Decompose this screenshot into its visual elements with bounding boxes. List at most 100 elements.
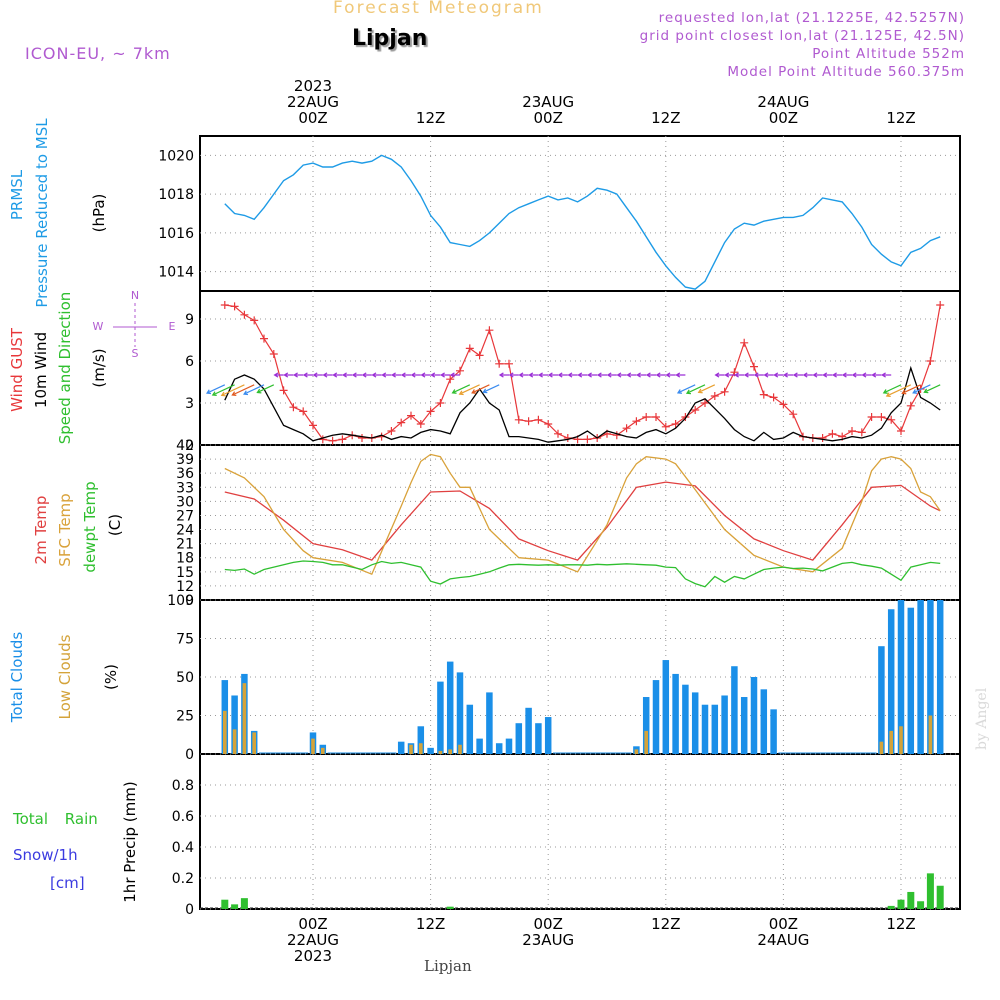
gust-point: [250, 316, 259, 325]
y-tick-label: 39: [176, 452, 194, 468]
y-tick-label: 27: [176, 508, 194, 524]
wind-direction-arrow: [312, 372, 323, 378]
gust-point: [750, 362, 758, 371]
gust-point: [652, 413, 660, 421]
wind-direction-arrow: [763, 372, 774, 378]
gust-point: [514, 415, 523, 424]
gust-point: [524, 417, 533, 426]
wind-direction-arrow: [440, 372, 451, 378]
y-tick-label: 50: [176, 670, 194, 686]
wind-direction-arrow: [518, 372, 529, 378]
gust-point: [358, 434, 366, 442]
low-clouds-label: Low Clouds: [56, 634, 74, 719]
gust-point: [897, 427, 905, 435]
gust-point: [740, 338, 749, 347]
gust-point: [446, 375, 455, 384]
precip-label-rain: Total Rain: [12, 810, 98, 828]
total-cloud-bar: [525, 707, 532, 754]
wind-direction-arrow: [861, 372, 872, 378]
panel-frame-temp: [199, 444, 961, 601]
gust-point: [671, 420, 680, 428]
wind-gust-label: Wind GUST: [8, 327, 26, 412]
gust-point: [240, 310, 249, 319]
low-cloud-bar: [242, 683, 247, 754]
gust-point: [387, 427, 396, 435]
total-cloud-bar: [887, 609, 895, 754]
wind-direction-arrow: [361, 372, 372, 378]
rain-bar: [887, 905, 895, 909]
wind-direction-arrow: [753, 372, 764, 378]
low-cloud-bar: [644, 730, 648, 754]
wind-direction-arrow: [675, 372, 686, 378]
gust-point: [622, 424, 631, 433]
total-cloud-bar: [672, 673, 679, 754]
gust-point: [936, 301, 945, 309]
wind-direction-arrow: [577, 372, 588, 378]
total-cloud-bar: [642, 697, 650, 754]
gust-point: [309, 421, 317, 430]
gust-point: [426, 407, 435, 416]
wind-direction-arrow: [211, 384, 235, 397]
wind-direction-arrow: [871, 372, 882, 378]
total-cloud-bar: [936, 600, 944, 754]
y-tick-label: 15: [176, 565, 194, 581]
gust-point: [710, 392, 719, 400]
wind-direction-arrow: [322, 372, 333, 378]
y-tick-label: 36: [176, 466, 194, 482]
wind-direction-arrow: [685, 384, 706, 395]
clouds-unit: (%): [102, 664, 120, 690]
gust-point: [828, 429, 837, 438]
rain-bar: [936, 885, 944, 909]
rain-bar: [446, 906, 454, 909]
precip-label-snow: Snow/1h: [13, 846, 78, 864]
precip-axis-title: 1hr Precip (mm): [121, 781, 139, 902]
compass-s: S: [132, 347, 139, 360]
wind-direction-arrow: [430, 372, 441, 378]
gust-point: [681, 413, 690, 421]
low-cloud-bar: [928, 715, 933, 754]
wind-direction-arrow: [371, 372, 382, 378]
total-cloud-bar: [495, 743, 503, 754]
y-tick-label: 0: [185, 902, 194, 918]
model-altitude: Model Point Altitude 560.375m: [727, 64, 965, 80]
footer-location: Lipjan: [424, 957, 472, 975]
gust-point: [475, 351, 484, 360]
wind-direction-arrow: [557, 372, 568, 378]
bottom-time-label: 24AUG: [757, 931, 809, 949]
wind-direction-arrow: [567, 372, 578, 378]
y-tick-label: 30: [176, 494, 194, 510]
low-cloud-bar: [409, 744, 413, 754]
low-cloud-bar: [419, 743, 423, 754]
gust-point: [230, 302, 239, 311]
gust-point: [769, 393, 778, 402]
wind-direction-arrow: [400, 372, 411, 378]
top-time-label: 24AUG: [757, 93, 809, 111]
closest-coords: grid point closest lon,lat (21.125E, 42.…: [639, 28, 965, 44]
rain-bar: [231, 904, 239, 909]
wind-direction-arrow: [231, 384, 255, 397]
rain-bar: [926, 873, 934, 909]
gust-point: [465, 344, 474, 353]
y-tick-label: 0.8: [172, 778, 194, 794]
wind-direction-arrow: [528, 372, 539, 378]
gust-point: [397, 418, 406, 427]
low-cloud-bar: [458, 744, 462, 754]
wind-direction-label: Speed and Direction: [56, 292, 74, 445]
wind-direction-arrow: [665, 372, 676, 378]
low-cloud-bar: [223, 710, 227, 754]
bottom-time-label: 12Z: [651, 915, 680, 933]
axis-labels: 1014101610181020036991215182124273033363…: [8, 77, 916, 965]
gust-point: [691, 406, 700, 414]
gust-point: [554, 429, 562, 438]
temp-dewpt-label: dewpt Temp: [81, 481, 99, 572]
wind-direction-arrow: [832, 372, 843, 378]
wind-direction-arrow: [547, 372, 558, 378]
temp-2m-line: [224, 481, 941, 561]
wind-direction-arrow: [812, 372, 823, 378]
wind-direction-arrow: [381, 372, 392, 378]
y-tick-label: 3: [185, 396, 194, 412]
y-tick-label: 18: [176, 551, 194, 567]
y-tick-label: 0.6: [172, 809, 194, 825]
pressure-label-prmsl: PRMSL: [8, 169, 26, 220]
y-tick-label: 12: [176, 579, 194, 595]
